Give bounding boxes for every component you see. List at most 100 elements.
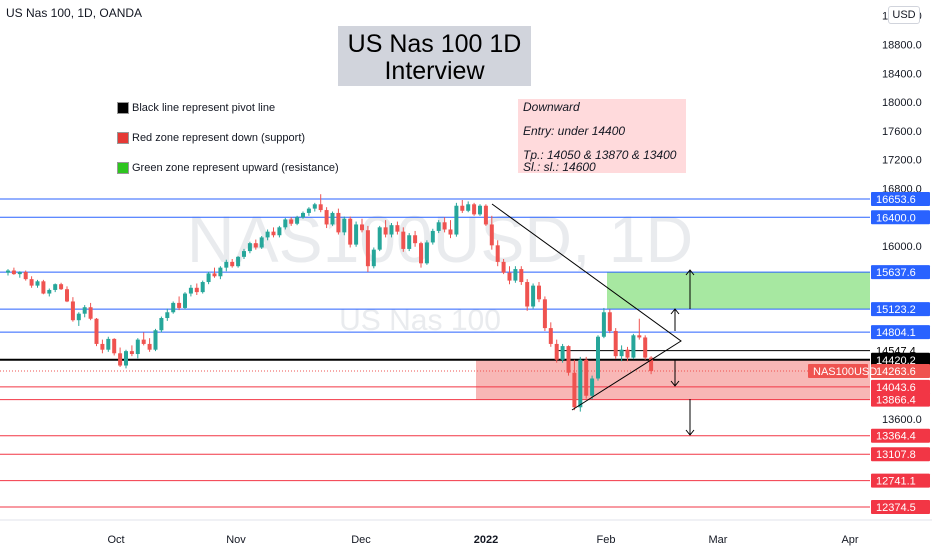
candle-body	[124, 351, 128, 366]
arrow-up-blue-head	[670, 308, 680, 315]
candle-body	[171, 302, 176, 313]
candle-body	[401, 231, 406, 249]
candle-body	[11, 270, 16, 275]
current-symbol-tag	[808, 364, 868, 379]
candle-body	[247, 243, 252, 252]
candle-body	[507, 272, 512, 281]
time-tick-label: Nov	[226, 534, 246, 546]
legend-red-zone: Red zone represent down (support)	[117, 132, 305, 144]
candle-body	[295, 217, 300, 224]
candle-body	[230, 261, 235, 267]
candle-body	[531, 285, 536, 307]
candle-body	[554, 343, 559, 360]
price-tag-label: 14420.2	[876, 355, 916, 367]
price-tag-black	[871, 352, 930, 367]
candle-body	[413, 235, 418, 244]
candle-body	[188, 287, 193, 294]
chart-title-box: US Nas 100 1D Interview	[338, 26, 531, 86]
candle-body	[360, 224, 364, 231]
price-tag-label: 14263.6	[876, 366, 916, 378]
candle-body	[625, 349, 630, 358]
candle-body	[584, 359, 589, 396]
price-tag-label: 12741.1	[876, 476, 916, 488]
candle-body	[283, 219, 288, 228]
currency-badge[interactable]: USD	[888, 6, 920, 24]
candle-body	[306, 208, 311, 213]
candle-body	[436, 222, 441, 231]
candle-body	[200, 282, 205, 293]
green-resistance-zone	[607, 272, 870, 310]
arrow-up-green-head	[685, 269, 695, 276]
price-tag-label: 16653.6	[876, 194, 916, 206]
symbol-title[interactable]: US Nas 100, 1D, OANDA	[6, 6, 143, 20]
price-tick-label: 18400.0	[882, 68, 922, 80]
price-tag-label: 13107.8	[876, 449, 916, 461]
candle-body	[631, 335, 636, 358]
candle-body	[17, 271, 22, 275]
candle-body	[607, 312, 612, 331]
price-tag-red	[871, 500, 930, 514]
candle-body	[430, 230, 435, 243]
price-tag-label: 15637.6	[876, 267, 916, 279]
trade-note: Downward Entry: under 14400 Tp.: 14050 &…	[518, 99, 686, 173]
title-line-2: Interview	[384, 57, 485, 85]
candle-body	[649, 357, 654, 372]
candle-body	[141, 339, 146, 344]
candle-body	[41, 281, 46, 294]
candle-body	[76, 313, 81, 321]
candle-body	[501, 261, 506, 273]
legend-red-text: Red zone represent down (support)	[132, 132, 306, 144]
candle-body	[29, 279, 34, 286]
candle-body	[466, 204, 471, 211]
candle-body	[106, 338, 111, 350]
candle-body	[94, 318, 99, 344]
price-tag-blue	[871, 302, 930, 317]
candle-body	[100, 343, 105, 350]
price-tick-label: 17200.0	[882, 155, 922, 167]
price-tag-red	[871, 447, 930, 462]
legend-pivot: Black line represent pivot line	[117, 102, 275, 114]
time-tick-label: Dec	[351, 534, 371, 546]
candle-body	[177, 302, 182, 308]
candle-body	[590, 378, 595, 396]
price-tag-blue	[871, 325, 930, 340]
candle-body	[365, 230, 370, 267]
price-tick-label: 16000.0	[882, 241, 922, 253]
candle-body	[112, 338, 117, 354]
time-tick-label: Feb	[597, 534, 616, 546]
triangle-pattern	[491, 203, 682, 411]
candle-body	[596, 336, 600, 379]
price-tag-red	[871, 473, 930, 488]
candle-body	[271, 231, 276, 236]
candle-body	[336, 212, 341, 233]
candle-body	[70, 301, 75, 321]
candle-body	[35, 281, 40, 286]
candle-body	[383, 227, 388, 235]
trade-entry: Entry: under 14400	[523, 124, 626, 138]
candle-body	[348, 218, 353, 245]
candle-body	[277, 227, 282, 236]
candle-body	[194, 287, 199, 293]
price-tag-label: 14804.1	[876, 327, 916, 339]
candle-body	[6, 270, 10, 273]
price-tag-blue	[871, 192, 930, 206]
red-support-zone	[476, 359, 870, 400]
candle-body	[442, 222, 447, 230]
price-tag-label: 15123.2	[876, 304, 916, 316]
candle-body	[454, 205, 459, 235]
candle-body	[407, 235, 412, 249]
candle-body	[253, 243, 258, 248]
candle-body	[224, 261, 229, 268]
price-tag-label: 12374.5	[876, 502, 916, 514]
price-tag-blue	[871, 210, 930, 225]
current-symbol-label: NAS100USD	[813, 366, 877, 378]
price-tick-label: 18000.0	[882, 97, 922, 109]
price-tag-blue	[871, 265, 930, 280]
candle-body	[489, 224, 494, 246]
candle-body	[147, 343, 152, 350]
candle-body	[377, 227, 382, 250]
candle-body	[318, 204, 323, 211]
candle-body	[165, 312, 170, 319]
candle-body	[537, 285, 541, 300]
